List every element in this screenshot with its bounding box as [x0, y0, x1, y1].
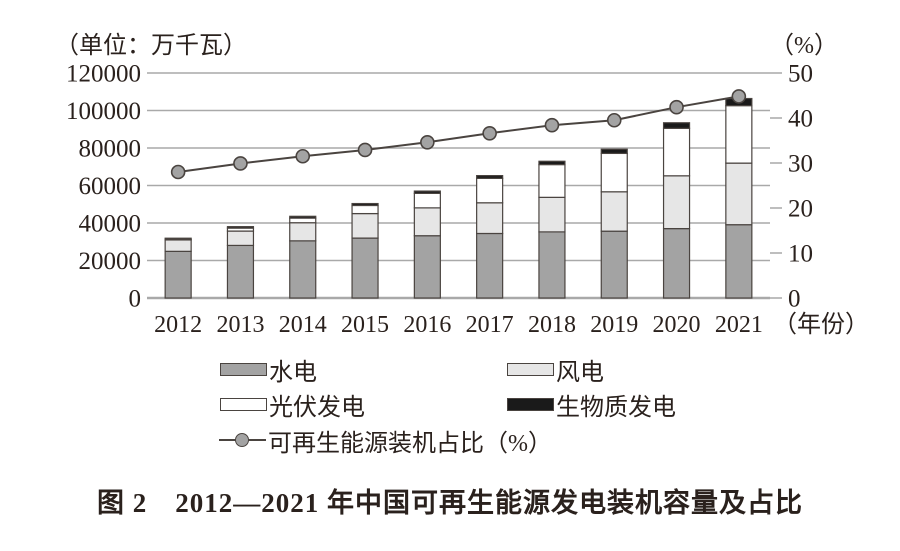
x-axis-label: 2015	[341, 312, 389, 338]
right-axis-tick-label: 10	[788, 241, 813, 268]
legend-label-biomass: 生物质发电	[556, 394, 676, 421]
bar-segment	[662, 127, 691, 177]
share-line-marker	[170, 164, 186, 180]
bar-segment	[600, 191, 628, 232]
legend-label-hydro: 水电	[269, 359, 317, 386]
bar-segment	[600, 230, 628, 299]
bar-segment	[476, 177, 504, 204]
bar-segment	[226, 244, 255, 299]
bar-segment	[476, 175, 504, 179]
x-axis-label: 2014	[279, 312, 327, 338]
bar-segment	[662, 227, 691, 299]
left-axis-tick-label: 20000	[79, 248, 142, 275]
right-axis-tick-label: 30	[788, 151, 813, 178]
bar-segment	[289, 240, 317, 299]
right-axis-tick-label: 20	[788, 196, 813, 223]
bar-segment	[476, 202, 504, 235]
left-axis-tick-label: 0	[129, 286, 142, 313]
hydro-swatch-icon	[220, 362, 267, 376]
biomass-swatch-icon	[507, 397, 554, 411]
legend-item-wind: 风电	[507, 356, 604, 386]
left-axis-tick-label: 60000	[79, 173, 142, 200]
bar-segment	[725, 105, 753, 164]
x-axis-label: 2019	[590, 312, 638, 338]
left-axis-tick-label: 100000	[66, 98, 141, 125]
share-line-marker	[606, 112, 622, 128]
share-line	[178, 95, 740, 173]
left-axis-tick-label: 120000	[66, 61, 141, 88]
legend-item-solar: 光伏发电	[220, 391, 365, 421]
x-axis-label: 2012	[154, 312, 202, 338]
bar-segment	[600, 152, 628, 193]
share-line-marker	[731, 89, 747, 104]
share-line-marker	[420, 135, 435, 150]
bar-segment	[351, 212, 379, 239]
bar-segment	[413, 192, 441, 209]
bar-segment	[164, 239, 192, 252]
bar-segment	[662, 175, 691, 230]
legend-label-solar: 光伏发电	[269, 394, 365, 421]
share-line-marker	[482, 126, 497, 141]
x-axis-suffix-label: （年份）	[773, 311, 869, 338]
wind-swatch-icon	[507, 362, 554, 376]
left-axis-tick-label: 40000	[79, 211, 142, 238]
legend-item-share-line: 可再生能源装机占比（%）	[219, 427, 552, 457]
figure-caption: 图 2 2012—2021 年中国可再生能源发电装机容量及占比	[97, 488, 803, 518]
share-line-marker	[669, 99, 684, 115]
bar-segment	[226, 226, 255, 229]
right-axis-tick-label: 40	[788, 106, 813, 133]
x-axis-label: 2018	[528, 312, 576, 338]
bar-segment	[289, 217, 317, 224]
bar-segment	[725, 162, 753, 226]
legend-item-hydro: 水电	[220, 356, 317, 386]
bar-segment	[289, 222, 317, 242]
bar-segment	[413, 235, 441, 299]
left-axis-unit-label: （单位：万千瓦）	[55, 33, 247, 59]
left-axis-tick-label: 80000	[79, 136, 142, 163]
x-axis-label: 2016	[403, 312, 451, 338]
bar-segment	[538, 160, 566, 166]
bar-segment	[351, 202, 379, 207]
share-line-marker	[295, 148, 311, 164]
legend-label-wind: 风电	[556, 359, 604, 386]
bar-segment	[164, 237, 192, 240]
line-marker-icon	[219, 433, 266, 447]
bar-segment	[538, 231, 566, 299]
bar-segment	[538, 163, 566, 198]
x-axis-label: 2013	[216, 312, 264, 338]
bar-segment	[226, 230, 255, 247]
legend-item-biomass: 生物质发电	[507, 391, 676, 421]
x-axis-label: 2021	[715, 312, 763, 338]
bar-segment	[413, 207, 441, 237]
right-axis-tick-label: 50	[788, 61, 813, 88]
share-line-marker	[544, 117, 560, 133]
bar-segment	[289, 215, 317, 219]
share-line-marker	[233, 156, 248, 171]
bar-segment	[600, 148, 628, 155]
legend-label-share: 可再生能源装机占比（%）	[268, 430, 552, 457]
bar-segment	[662, 122, 691, 129]
bar-segment	[413, 190, 441, 194]
right-axis-tick-label: 0	[788, 286, 801, 313]
bar-segment	[476, 232, 504, 299]
right-axis-unit-label: （%）	[770, 33, 838, 59]
bar-segment	[351, 237, 379, 299]
x-axis-label: 2017	[466, 312, 514, 338]
share-line-marker	[357, 142, 373, 158]
x-axis-label: 2020	[653, 312, 701, 338]
bar-segment	[725, 224, 753, 299]
solar-swatch-icon	[220, 397, 267, 411]
bar-segment	[351, 204, 379, 215]
bar-segment	[164, 250, 192, 299]
chart-plot: 0 20000 40000 60000 80000 100000 120000 0 10 20 30…	[66, 61, 869, 339]
bar-segment	[538, 196, 566, 233]
